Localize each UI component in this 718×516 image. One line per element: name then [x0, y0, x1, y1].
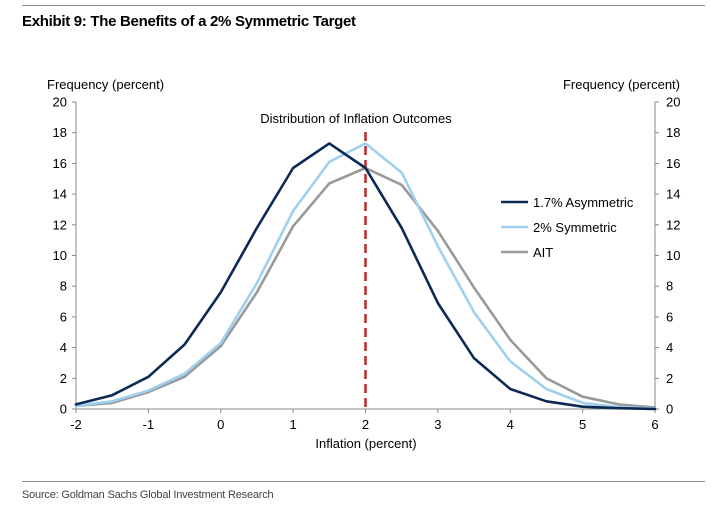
x-axis-label: Inflation (percent) — [315, 436, 416, 451]
y-tick-label-left: 4 — [60, 340, 67, 355]
y-tick-label-right: 8 — [666, 279, 673, 294]
y-tick-label-left: 20 — [53, 95, 67, 110]
y-tick-label-right: 2 — [666, 371, 673, 386]
y-tick-label-left: 0 — [60, 402, 67, 417]
x-tick-label: -1 — [143, 417, 155, 432]
legend-label: 1.7% Asymmetric — [533, 195, 634, 210]
x-tick-label: 0 — [217, 417, 224, 432]
y-tick-label-left: 16 — [53, 156, 67, 171]
x-tick-label: 3 — [434, 417, 441, 432]
x-tick-label: 1 — [290, 417, 297, 432]
exhibit-title: Exhibit 9: The Benefits of a 2% Symmetri… — [22, 13, 356, 30]
y-tick-label-left: 8 — [60, 279, 67, 294]
y-tick-label-left: 6 — [60, 309, 67, 324]
x-tick-label: 6 — [651, 417, 658, 432]
y-tick-label-left: 18 — [53, 125, 67, 140]
y-tick-label-right: 16 — [666, 156, 680, 171]
source-note: Source: Goldman Sachs Global Investment … — [22, 489, 274, 501]
y-tick-label-left: 12 — [53, 217, 67, 232]
y-tick-label-right: 12 — [666, 217, 680, 232]
series-line-1-7-asymmetric — [74, 142, 657, 411]
top-rule — [22, 5, 705, 6]
y-tick-label-right: 10 — [666, 248, 680, 263]
y-tick-label-right: 4 — [666, 340, 673, 355]
bottom-rule — [22, 481, 705, 482]
x-tick-label: 2 — [362, 417, 369, 432]
x-tick-label: 5 — [579, 417, 586, 432]
chart-title: Distribution of Inflation Outcomes — [260, 111, 452, 126]
legend-label: 2% Symmetric — [533, 220, 617, 235]
y-tick-label-left: 14 — [53, 187, 67, 202]
y-tick-label-right: 20 — [666, 95, 680, 110]
y-axis-label-right: Frequency (percent) — [563, 77, 680, 92]
series-line-2-symmetric — [74, 142, 657, 410]
y-tick-label-right: 18 — [666, 125, 680, 140]
y-tick-label-left: 10 — [53, 248, 67, 263]
y-tick-label-right: 6 — [666, 309, 673, 324]
legend-label: AIT — [533, 245, 553, 260]
series-layer — [74, 142, 657, 411]
y-tick-label-left: 2 — [60, 371, 67, 386]
x-tick-label: -2 — [70, 417, 82, 432]
legend: 1.7% Asymmetric 2% Symmetric AIT — [501, 195, 634, 260]
y-axis-label-left: Frequency (percent) — [47, 77, 164, 92]
y-tick-label-right: 14 — [666, 187, 680, 202]
y-tick-label-right: 0 — [666, 402, 673, 417]
x-tick-label: 4 — [507, 417, 514, 432]
